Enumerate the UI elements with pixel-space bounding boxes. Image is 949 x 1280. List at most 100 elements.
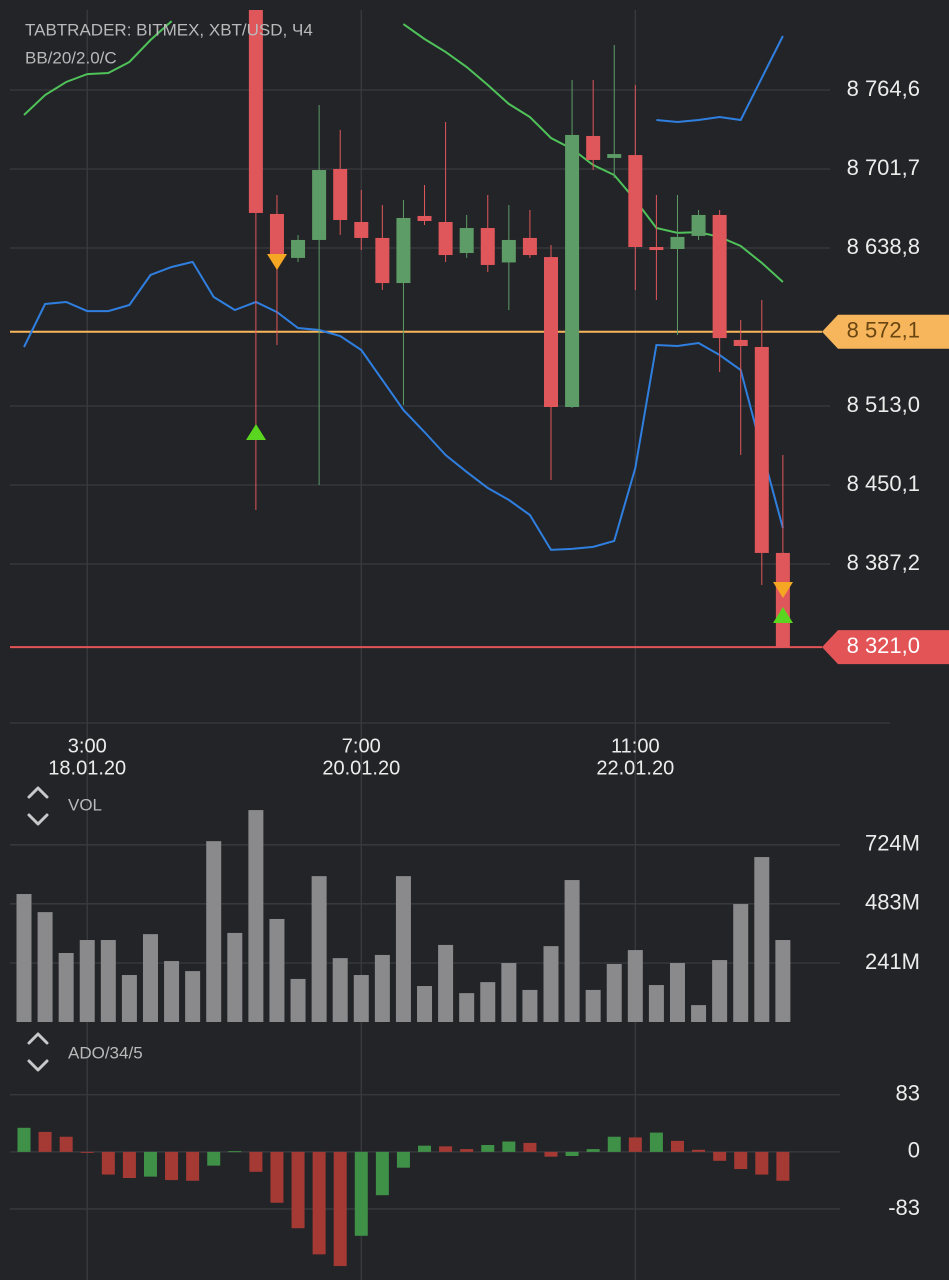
ado-bar (59, 1136, 73, 1152)
candle-body (333, 169, 348, 220)
volume-bar (16, 894, 32, 1022)
ado-bar (502, 1141, 516, 1152)
candle-body (712, 214, 727, 339)
volume-bar (733, 904, 749, 1022)
volume-bar (691, 1005, 707, 1022)
volume-bar (712, 960, 728, 1022)
volume-bar (627, 950, 643, 1022)
volume-bar (353, 975, 369, 1022)
ado-bar (439, 1146, 453, 1152)
ado-bar (481, 1144, 495, 1152)
ado-bar (396, 1151, 410, 1168)
volume-bar (142, 934, 158, 1022)
candle-body (691, 214, 706, 236)
volume-bar (332, 958, 348, 1022)
y-tick-label: 8 387,2 (847, 550, 920, 575)
ado-bar (734, 1151, 748, 1170)
x-tick-label: 20.01.20 (322, 757, 400, 779)
ado-bar (333, 1151, 347, 1267)
ado-bar (649, 1132, 663, 1152)
candle-body (248, 10, 263, 213)
ado-bar (586, 1149, 600, 1152)
candle-body (544, 257, 558, 408)
ado-bar (122, 1151, 136, 1179)
pane-toggle[interactable] (27, 1032, 49, 1072)
y-tick-label: 8 513,0 (847, 392, 920, 417)
ado-bar (375, 1151, 389, 1196)
candle-body (375, 237, 390, 284)
ado-bar (270, 1151, 284, 1203)
chart-title: TABTRADER: BITMEX, XBT/USD, Ч4 (25, 20, 313, 39)
volume-bar (37, 912, 53, 1022)
x-tick-label: 22.01.20 (596, 757, 674, 779)
bollinger-band (23, 260, 784, 551)
candle-body (269, 213, 284, 256)
volume-bar (164, 961, 180, 1022)
candle-body (522, 237, 537, 256)
y-tick-label: 0 (908, 1138, 920, 1163)
candle-body (396, 217, 411, 284)
price-tag-label: 8 572,1 (847, 318, 920, 343)
candle-body (628, 155, 643, 247)
volume-bar (206, 841, 222, 1022)
y-tick-label: 8 764,6 (847, 76, 920, 101)
ado-bar (312, 1151, 326, 1255)
price-pane (23, 10, 790, 648)
candle-body (354, 222, 369, 238)
volume-bar (438, 944, 454, 1022)
candle-body (775, 552, 790, 648)
ado-bar (670, 1140, 684, 1152)
volume-bar (79, 940, 95, 1022)
candle-body (501, 239, 516, 263)
ado-bar (228, 1151, 242, 1153)
volume-bar (648, 985, 664, 1022)
volume-bar (543, 946, 559, 1022)
volume-bar (248, 810, 264, 1022)
volume-bar (585, 989, 601, 1022)
ado-label: ADO/34/5 (68, 1043, 143, 1062)
volume-bar (522, 989, 538, 1022)
candle-body (607, 154, 622, 158)
candle-body (417, 215, 432, 221)
y-tick-label: 8 638,8 (847, 234, 920, 259)
volume-bar (501, 963, 517, 1022)
ado-bar (38, 1131, 52, 1152)
pane-toggle[interactable] (27, 786, 49, 826)
ado-bar (755, 1151, 769, 1175)
price-tag-label: 8 321,0 (847, 633, 920, 658)
ado-bar (544, 1151, 558, 1157)
x-tick-label: 11:00 (611, 735, 660, 757)
ado-pane (17, 1127, 790, 1267)
volume-bar (121, 975, 137, 1022)
candle-body (754, 346, 769, 553)
candle-body (670, 236, 685, 250)
volume-bar (606, 964, 622, 1022)
indicator-label: BB/20/2.0/C (25, 48, 117, 67)
y-tick-label: 8 701,7 (847, 155, 920, 180)
sell-signal (267, 254, 287, 270)
volume-bar (227, 932, 243, 1022)
ado-bar (418, 1145, 432, 1152)
candle-body (586, 135, 601, 160)
volume-bar (185, 971, 201, 1022)
ado-bar (249, 1151, 263, 1172)
volume-bar (564, 880, 580, 1022)
volume-bar (775, 940, 791, 1022)
ado-bar (523, 1142, 537, 1152)
ado-bar (565, 1151, 579, 1156)
ado-bar (101, 1151, 115, 1175)
volume-bar (100, 940, 116, 1022)
volume-bar (290, 978, 306, 1022)
volume-bar (269, 918, 285, 1022)
buy-signal (773, 607, 793, 623)
candle-body (733, 339, 748, 346)
volume-bar (58, 952, 74, 1022)
ado-bar (354, 1151, 368, 1236)
y-tick-label: 483M (865, 890, 920, 915)
y-tick-label: 8 450,1 (847, 471, 920, 496)
candle-body (480, 228, 495, 265)
x-tick-label: 7:00 (342, 735, 381, 757)
ado-bar (207, 1151, 221, 1166)
price-tag (822, 630, 949, 665)
